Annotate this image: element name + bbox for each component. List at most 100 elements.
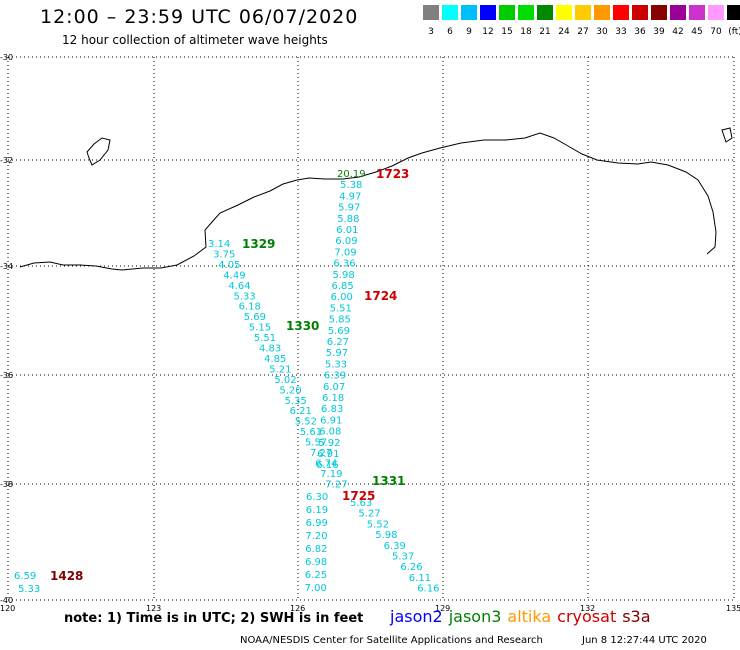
jason3-swh-value: 5.52 bbox=[295, 417, 317, 428]
s3a-swh-value: 5.33 bbox=[18, 584, 40, 595]
cryosat-swh-value: 5.27 bbox=[358, 509, 380, 520]
jason3-swh-value: 4.64 bbox=[228, 281, 250, 292]
jason3-swh-value: 4.85 bbox=[264, 354, 286, 365]
jason3-swh-value: 5.21 bbox=[269, 364, 291, 375]
scale-swatch bbox=[518, 5, 534, 20]
scale-label: 3 bbox=[428, 27, 434, 37]
cryosat-swh-value: 5.97 bbox=[338, 203, 360, 214]
jason3-pass-time: 1329 bbox=[242, 237, 275, 251]
cryosat-swh-value: 5.98 bbox=[332, 270, 354, 281]
cryosat-swh-value: 5.98 bbox=[375, 530, 397, 541]
cryosat-swh-value: 6.07 bbox=[323, 382, 345, 393]
jason3-swh-value: 5.51 bbox=[254, 333, 276, 344]
cryosat-swh-value: 6.36 bbox=[333, 259, 355, 270]
scale-swatch bbox=[708, 5, 724, 20]
cryosat-swh-value: 6.91 bbox=[320, 415, 342, 426]
jason3-swh-value: 3.14 bbox=[208, 239, 230, 250]
cryosat-swh-value: 5.88 bbox=[337, 214, 359, 225]
scale-label: 39 bbox=[653, 27, 665, 37]
scale-swatch bbox=[651, 5, 667, 20]
legend-s3a: s3a bbox=[622, 607, 651, 626]
map-subtitle: 12 hour collection of altimeter wave hei… bbox=[62, 33, 328, 47]
jason3-swh-value: 7.20 bbox=[305, 531, 327, 542]
scale-swatch bbox=[423, 5, 439, 20]
jason3-pass-time: 1330 bbox=[286, 319, 319, 333]
jason3-swh-value: 5.35 bbox=[285, 396, 307, 407]
cryosat-swh-value: 6.39 bbox=[384, 541, 406, 552]
jason3-swh-value: 4.83 bbox=[259, 344, 281, 355]
legend-cryosat: cryosat bbox=[557, 607, 617, 626]
jason3-swh-value: 5.61 bbox=[300, 427, 322, 438]
cryosat-swh-value: 5.97 bbox=[326, 348, 348, 359]
cryosat-swh-value: 6.16 bbox=[316, 460, 338, 471]
generation-timestamp: Jun 8 12:27:44 UTC 2020 bbox=[582, 635, 707, 646]
cryosat-swh-value: 5.69 bbox=[328, 326, 350, 337]
latitude-label: -30 bbox=[0, 53, 13, 62]
jason3-swh-value: 5.57 bbox=[305, 438, 327, 449]
jason3-swh-value: 7.19 bbox=[320, 469, 342, 480]
credit-line: NOAA/NESDIS Center for Satellite Applica… bbox=[240, 635, 543, 646]
scale-label: 18 bbox=[520, 27, 532, 37]
cryosat-swh-value: 6.85 bbox=[332, 281, 354, 292]
longitude-label: 129 bbox=[435, 604, 450, 613]
cryosat-swh-value: 5.51 bbox=[330, 303, 352, 314]
scale-swatch bbox=[499, 5, 515, 20]
jason3-swh-value: 6.30 bbox=[306, 492, 328, 503]
island-coastline bbox=[86, 137, 111, 166]
scale-swatch bbox=[575, 5, 591, 20]
scale-swatch bbox=[461, 5, 477, 20]
legend-altika: altika bbox=[507, 607, 552, 626]
cryosat-swh-value: 6.26 bbox=[400, 562, 422, 573]
jason3-swh-value: 6.21 bbox=[290, 406, 312, 417]
jason3-swh-value: 6.74 bbox=[315, 458, 337, 469]
cryosat-swh-value: 5.92 bbox=[318, 438, 340, 449]
cryosat-swh-value: 5.63 bbox=[350, 498, 372, 509]
cryosat-swh-value: 20.19 bbox=[337, 169, 366, 180]
scale-swatch bbox=[632, 5, 648, 20]
cryosat-swh-value: 6.18 bbox=[322, 393, 344, 404]
latitude-label: -40 bbox=[0, 596, 13, 605]
longitude-label: 123 bbox=[146, 604, 161, 613]
jason3-swh-value: 3.75 bbox=[213, 249, 235, 260]
longitude-label: 120 bbox=[0, 604, 15, 613]
cryosat-swh-value: 4.97 bbox=[339, 191, 361, 202]
scale-label: 45 bbox=[691, 27, 703, 37]
cryosat-swh-value: 6.08 bbox=[319, 427, 341, 438]
scale-label: 30 bbox=[596, 27, 608, 37]
longitude-label: 126 bbox=[290, 604, 305, 613]
jason3-swh-value: 6.99 bbox=[306, 518, 328, 529]
cryosat-swh-value: 5.38 bbox=[340, 180, 362, 191]
s3a-pass-time: 1428 bbox=[50, 569, 83, 583]
jason3-swh-value: 7.00 bbox=[305, 583, 327, 594]
cryosat-swh-value: 6.09 bbox=[335, 236, 357, 247]
scale-label: 33 bbox=[615, 27, 627, 37]
latitude-label: -38 bbox=[0, 480, 13, 489]
scale-label: 9 bbox=[466, 27, 472, 37]
jason3-pass-time: 1331 bbox=[372, 474, 405, 488]
latitude-label: -36 bbox=[0, 371, 13, 380]
scale-label: 24 bbox=[558, 27, 570, 37]
legend-jason3: jason3 bbox=[448, 607, 502, 626]
jason3-swh-value: 5.15 bbox=[249, 323, 271, 334]
cryosat-swh-value: 6.27 bbox=[327, 337, 349, 348]
legend-jason2: jason2 bbox=[390, 607, 443, 626]
jason3-swh-value: 7.27 bbox=[310, 448, 332, 459]
scale-swatch bbox=[594, 5, 610, 20]
scale-label: 15 bbox=[501, 27, 513, 37]
jason3-swh-value: 5.33 bbox=[234, 291, 256, 302]
jason3-swh-value: 6.19 bbox=[306, 505, 328, 516]
scale-label: 42 bbox=[672, 27, 684, 37]
cryosat-swh-value: 6.91 bbox=[317, 449, 339, 460]
scale-swatch bbox=[613, 5, 629, 20]
s3a-swh-value: 6.59 bbox=[14, 571, 36, 582]
jason3-swh-value: 5.20 bbox=[279, 385, 301, 396]
cryosat-swh-value: 5.37 bbox=[392, 552, 414, 563]
scale-label: (ft) bbox=[728, 27, 740, 37]
scale-label: 36 bbox=[634, 27, 646, 37]
scale-label: 12 bbox=[482, 27, 494, 37]
longitude-label: 132 bbox=[580, 604, 595, 613]
scale-swatch bbox=[537, 5, 553, 20]
cryosat-swh-value: 7.09 bbox=[334, 247, 356, 258]
